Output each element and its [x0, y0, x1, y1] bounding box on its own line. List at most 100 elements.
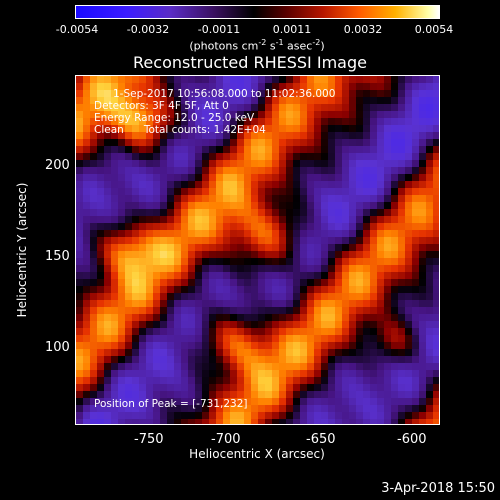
heatmap-cell	[237, 272, 245, 280]
heatmap-cell	[342, 391, 350, 399]
heatmap-cell	[223, 300, 231, 308]
heatmap-cell	[405, 391, 413, 399]
heatmap-cell	[272, 167, 280, 175]
heatmap-cell	[90, 195, 98, 203]
heatmap-cell	[181, 293, 189, 301]
heatmap-cell	[132, 104, 140, 112]
heatmap-cell	[328, 356, 336, 364]
heatmap-cell	[181, 104, 189, 112]
heatmap-cell	[258, 153, 266, 161]
heatmap-cell	[104, 209, 112, 217]
heatmap-cell	[146, 202, 154, 210]
heatmap-cell	[321, 202, 329, 210]
heatmap-cell	[286, 398, 294, 406]
heatmap-cell	[251, 342, 259, 350]
heatmap-cell	[363, 286, 371, 294]
heatmap-cell	[90, 279, 98, 287]
heatmap-cell	[230, 237, 238, 245]
heatmap-cell	[356, 188, 364, 196]
heatmap-cell	[195, 125, 203, 133]
heatmap-cell	[139, 195, 147, 203]
heatmap-cell	[384, 412, 392, 420]
heatmap-cell	[76, 244, 84, 252]
heatmap-cell	[104, 118, 112, 126]
heatmap-cell	[153, 335, 161, 343]
heatmap-cell	[230, 356, 238, 364]
heatmap-cell	[300, 230, 308, 238]
heatmap-cell	[83, 251, 91, 259]
heatmap-cell	[356, 230, 364, 238]
heatmap-cell	[104, 223, 112, 231]
detectors-text: Detectors: 3F 4F 5F, Att 0	[94, 100, 229, 112]
heatmap-cell	[223, 202, 231, 210]
heatmap-cell	[293, 391, 301, 399]
heatmap-cell	[153, 202, 161, 210]
heatmap-cell	[237, 90, 245, 98]
heatmap-cell	[160, 97, 168, 105]
heatmap-cell	[293, 181, 301, 189]
heatmap-cell	[391, 335, 399, 343]
heatmap-cell	[398, 202, 406, 210]
heatmap-cell	[398, 398, 406, 406]
heatmap-cell	[181, 272, 189, 280]
heatmap-cell	[195, 174, 203, 182]
heatmap-cell	[76, 216, 84, 224]
heatmap-cell	[97, 97, 105, 105]
heatmap-cell	[342, 97, 350, 105]
heatmap-cell	[272, 307, 280, 315]
heatmap-cell	[181, 279, 189, 287]
heatmap-cell	[230, 363, 238, 371]
heatmap-cell	[391, 111, 399, 119]
heatmap-cell	[293, 342, 301, 350]
heatmap-cell	[377, 97, 385, 105]
heatmap-cell	[195, 104, 203, 112]
heatmap-cell	[188, 412, 196, 420]
heatmap-cell	[146, 188, 154, 196]
heatmap-cell	[426, 146, 434, 154]
heatmap-cell	[286, 328, 294, 336]
heatmap-cell	[293, 132, 301, 140]
heatmap-cell	[111, 293, 119, 301]
heatmap-cell	[349, 251, 357, 259]
heatmap-cell	[391, 83, 399, 91]
heatmap-cell	[335, 139, 343, 147]
heatmap-cell	[377, 279, 385, 287]
heatmap-cell	[356, 314, 364, 322]
heatmap-cell	[244, 167, 252, 175]
heatmap-cell	[321, 335, 329, 343]
heatmap-cell	[349, 139, 357, 147]
heatmap-cell	[174, 160, 182, 168]
heatmap-cell	[132, 363, 140, 371]
heatmap-cell	[146, 377, 154, 385]
heatmap-cell	[321, 237, 329, 245]
heatmap-cell	[216, 328, 224, 336]
heatmap-cell	[293, 412, 301, 420]
heatmap-cell	[412, 328, 420, 336]
heatmap-cell	[342, 300, 350, 308]
heatmap-cell	[433, 132, 439, 140]
heatmap-cell	[272, 181, 280, 189]
heatmap-cell	[97, 349, 105, 357]
heatmap-cell	[167, 265, 175, 273]
heatmap-cell	[230, 174, 238, 182]
heatmap-cell	[412, 335, 420, 343]
heatmap-cell	[188, 111, 196, 119]
heatmap-cell	[349, 293, 357, 301]
heatmap-cell	[286, 118, 294, 126]
heatmap-cell	[90, 153, 98, 161]
heatmap-cell	[76, 174, 84, 182]
heatmap-cell	[363, 104, 371, 112]
heatmap-cell	[433, 314, 439, 322]
heatmap-cell	[104, 251, 112, 259]
heatmap-cell	[76, 237, 84, 245]
heatmap-cell	[195, 132, 203, 140]
heatmap-cell	[349, 391, 357, 399]
heatmap-cell	[90, 398, 98, 406]
heatmap-cell	[412, 146, 420, 154]
heatmap-cell	[97, 342, 105, 350]
heatmap-cell	[426, 83, 434, 91]
heatmap-cell	[398, 265, 406, 273]
heatmap-cell	[377, 258, 385, 266]
heatmap-cell	[111, 314, 119, 322]
heatmap-cell	[104, 419, 112, 424]
